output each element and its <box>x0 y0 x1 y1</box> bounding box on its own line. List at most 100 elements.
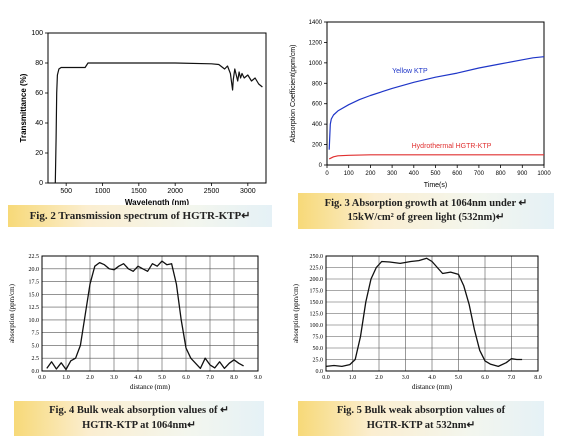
figure-2-panel: 500 1000 1500 2000 2500 3000 0 20 40 60 80 100 Wavel… <box>0 0 280 228</box>
y-tick-label: 12.5 <box>29 305 40 311</box>
caption-line-2: HGTR-KTP at 532nm↵ <box>366 419 476 431</box>
x-axis-label: distance (mm) <box>130 383 171 391</box>
x-tick-label: 3.0 <box>110 375 118 381</box>
series-line-1 <box>328 154 544 160</box>
y-axis-label: Absorption Coefficient(ppm/cm) <box>290 45 297 143</box>
x-tick-label: 1.0 <box>62 375 70 381</box>
y-tick-label: 800 <box>312 81 323 87</box>
y-tick-label: 17.5 <box>29 280 40 286</box>
x-tick-label: 7.0 <box>508 375 516 381</box>
weak-absorption-1064-chart: 0.0 1.0 2.0 3.0 4.0 5.0 6.0 7.0 8.0 9.0 0.0 2.5 5.0 7… <box>8 254 262 391</box>
y-tick-label: 1200 <box>309 40 323 46</box>
x-tick-label: 2000 <box>167 188 183 195</box>
y-tick-label: 100.0 <box>310 323 324 329</box>
x-tick-label: 200 <box>365 171 376 177</box>
x-tick-label: 500 <box>430 171 441 177</box>
y-tick-label: 25.0 <box>313 358 324 364</box>
x-tick-label: 400 <box>409 171 420 177</box>
figure-5-caption: Fig. 5 Bulk weak absorption values of HG… <box>298 401 544 436</box>
y-tick-label: 400 <box>312 122 323 128</box>
plot-frame <box>325 255 539 372</box>
x-tick-label: 600 <box>452 171 463 177</box>
x-tick-label: 7.0 <box>206 375 214 381</box>
transmission-chart: 500 1000 1500 2000 2500 3000 0 20 40 60 80 100 Wavel… <box>19 30 267 205</box>
y-tick-label: 150.0 <box>310 300 324 306</box>
x-tick-label: 4.0 <box>428 375 436 381</box>
x-tick-label: 2500 <box>204 188 220 195</box>
y-tick-label: 5.0 <box>32 343 40 349</box>
y-tick-label: 0.0 <box>316 369 324 375</box>
x-axis-label: Time(s) <box>424 182 447 189</box>
x-tick-label: 1000 <box>537 171 551 177</box>
caption-line-1: Fig. 4 Bulk weak absorption values of ↵ <box>49 405 229 417</box>
series-annotation: Hydrothermal HGTR-KTP <box>412 143 492 150</box>
figure-4-panel: 0.0 1.0 2.0 3.0 4.0 5.0 6.0 7.0 8.0 9.0 0.0 2.5 5.0 7… <box>0 240 280 440</box>
x-tick-label: 1000 <box>95 188 111 195</box>
y-axis-label: absorption (ppm/cm) <box>292 283 300 343</box>
figure-4-caption: Fig. 4 Bulk weak absorption values of ↵ … <box>14 401 264 436</box>
y-tick-label: 15.0 <box>29 292 40 298</box>
x-tick-label: 8.0 <box>230 375 238 381</box>
caption-line-2: HGTR-KTP at 1064nm↵ <box>82 419 196 431</box>
y-tick-label: 40 <box>35 120 43 127</box>
y-tick-label: 60 <box>35 90 43 97</box>
y-tick-label: 125.0 <box>310 312 324 318</box>
figure-5-panel: 0.0 1.0 2.0 3.0 4.0 5.0 6.0 7.0 8.0 0.0 25.0 50.0 75… <box>282 240 566 440</box>
y-tick-label: 2.5 <box>32 356 40 362</box>
x-tick-label: 3.0 <box>402 375 410 381</box>
x-tick-label: 500 <box>60 188 72 195</box>
caption-line-1: Fig. 3 Absorption growth at 1064nm under… <box>324 197 528 209</box>
figure-2-caption: Fig. 2 Transmission spectrum of HGTR-KTP… <box>8 205 272 227</box>
caption-line-1: Fig. 5 Bulk weak absorption values of <box>336 405 506 417</box>
x-tick-label: 800 <box>496 171 507 177</box>
series-line-0 <box>325 257 523 368</box>
x-tick-label: 5.0 <box>455 375 463 381</box>
y-tick-label: 7.5 <box>32 331 40 337</box>
y-axis-label: Transmittance (%) <box>19 73 28 142</box>
series-annotation: Yellow KTP <box>392 68 428 75</box>
x-axis-label: distance (mm) <box>412 383 453 391</box>
caption-line-2: 15kW/cm² of green light (532nm)↵ <box>347 212 505 223</box>
x-tick-label: 3000 <box>240 188 256 195</box>
y-tick-label: 75.0 <box>313 335 324 341</box>
y-tick-label: 250.0 <box>310 254 324 260</box>
y-tick-label: 20 <box>35 150 43 157</box>
y-tick-label: 80 <box>35 60 43 67</box>
y-tick-label: 175.0 <box>310 289 324 295</box>
y-tick-label: 200 <box>312 143 323 149</box>
y-tick-label: 50.0 <box>313 346 324 352</box>
y-tick-label: 1000 <box>309 61 323 67</box>
x-tick-label: 9.0 <box>254 375 262 381</box>
x-tick-label: 100 <box>344 171 355 177</box>
y-axis-label: absorption (ppm/cm) <box>8 283 16 343</box>
y-tick-label: 10.0 <box>29 318 40 324</box>
x-tick-label: 0.0 <box>38 375 46 381</box>
y-tick-label: 200.0 <box>310 277 324 283</box>
x-tick-label: 700 <box>474 171 485 177</box>
x-tick-label: 6.0 <box>182 375 190 381</box>
x-tick-label: 900 <box>517 171 528 177</box>
x-tick-label: 8.0 <box>534 375 542 381</box>
x-tick-label: 6.0 <box>481 375 489 381</box>
y-tick-label: 22.5 <box>29 254 40 260</box>
x-tick-label: 5.0 <box>158 375 166 381</box>
x-tick-label: 1.0 <box>349 375 357 381</box>
y-tick-label: 20.0 <box>29 267 40 273</box>
x-axis-label: Wavelength (nm) <box>125 198 189 205</box>
figure-3-panel: 0 100 200 300 400 500 600 700 800 900 1000 0 200 400 6… <box>282 0 566 230</box>
y-tick-label: 0.0 <box>32 369 40 375</box>
figure-3-caption: Fig. 3 Absorption growth at 1064nm under… <box>298 193 554 229</box>
caption-text: Fig. 2 Transmission spectrum of HGTR-KTP… <box>29 209 251 222</box>
y-tick-label: 600 <box>312 102 323 108</box>
series-line-0 <box>54 62 263 184</box>
absorption-growth-chart: 0 100 200 300 400 500 600 700 800 900 1000 0 200 400 6… <box>290 20 551 189</box>
y-tick-label: 100 <box>31 30 43 37</box>
x-tick-label: 0 <box>325 171 329 177</box>
y-tick-label: 1400 <box>309 20 323 26</box>
x-tick-label: 2.0 <box>86 375 94 381</box>
series-line-0 <box>328 56 545 150</box>
series-line-0 <box>46 260 244 371</box>
y-tick-label: 225.0 <box>310 266 324 272</box>
y-tick-label: 0 <box>319 163 323 169</box>
x-tick-label: 2.0 <box>375 375 383 381</box>
